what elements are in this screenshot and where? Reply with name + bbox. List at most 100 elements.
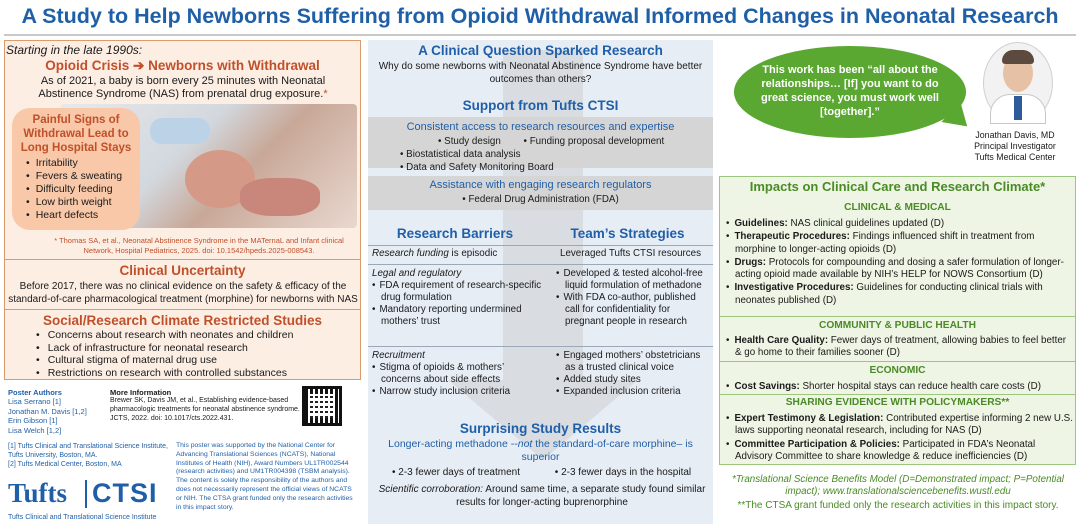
list-item: Health Care Quality: Fewer days of treat… xyxy=(723,335,1073,360)
impact-label: Expert Testimony & Legislation: xyxy=(734,413,884,424)
impact-text: Findings influenced shift in treatment f… xyxy=(735,231,1035,255)
tsbm-footnote: *Translational Science Benefits Model (D… xyxy=(732,474,1064,497)
list-item: Mandatory reporting undermined mothers’ … xyxy=(372,304,542,328)
list-item: Expanded inclusion criteria xyxy=(556,386,711,398)
list-item: Fevers & sweating xyxy=(26,170,122,183)
legal-strategies: Developed & tested alcohol-free liquid f… xyxy=(556,268,711,328)
list-item: Cultural stigma of maternal drug use xyxy=(36,354,293,367)
research-barriers-heading: Research Barriers xyxy=(396,226,514,241)
speech-bubble xyxy=(734,46,966,138)
community-impacts-list: Health Care Quality: Fewer days of treat… xyxy=(723,335,1073,361)
recruitment-label: Recruitment xyxy=(372,350,425,361)
logo-subtitle: Tufts Clinical and Translational Science… xyxy=(8,514,157,521)
social-climate-heading: Social/Research Climate Restricted Studi… xyxy=(42,313,323,328)
more-information-citation: Brewer SK, Davis JM, et al., Establishin… xyxy=(110,397,300,422)
legal-label: Legal and regulatory xyxy=(372,268,462,279)
regulators-box xyxy=(368,176,713,210)
social-climate-list: Concerns about research with neonates an… xyxy=(36,329,294,379)
list-item: Investigative Procedures: Guidelines for… xyxy=(723,282,1073,307)
impact-text: Shorter hospital stays can reduce health… xyxy=(799,381,1041,392)
list-item-text: Study design xyxy=(444,136,501,147)
finding-emphasis: not xyxy=(517,438,533,450)
corroboration-label: Scientific corroboration: xyxy=(378,484,484,495)
table-divider xyxy=(368,264,713,265)
study-results-heading: Surprising Study Results xyxy=(459,421,622,436)
clinical-medical-heading: CLINICAL & MEDICAL xyxy=(844,202,951,213)
author-name: Erin Gibson [1] xyxy=(8,416,58,425)
impact-label: Guidelines: xyxy=(734,218,788,229)
impact-text: NAS clinical guidelines updated (D) xyxy=(787,218,945,229)
resources-list: • Study design • Funding proposal develo… xyxy=(400,135,700,174)
section-divider xyxy=(4,259,361,260)
list-item: Lack of infrastructure for neonatal rese… xyxy=(36,342,293,355)
gloved-hand-shape xyxy=(150,118,210,144)
list-item: Difficulty feeding xyxy=(26,183,122,196)
impact-text: Participated in FDA’s Neonatal Advisory … xyxy=(735,438,1036,462)
nas-statistic-text: As of 2021, a baby is born every 25 minu… xyxy=(38,75,326,100)
table-divider xyxy=(368,346,713,347)
list-item: Irritability xyxy=(26,157,122,170)
resources-box xyxy=(368,117,713,168)
list-item-text: Data and Safety Monitoring Board xyxy=(406,162,554,173)
impact-label: Committee Participation & Policies: xyxy=(734,438,900,450)
impact-label: Drugs: xyxy=(734,256,767,268)
clinical-impacts-list: Guidelines: NAS clinical guidelines upda… xyxy=(723,218,1073,308)
impact-text: Fewer days of treatment, allowing babies… xyxy=(735,335,1067,359)
policy-impacts-list: Expert Testimony & Legislation: Contribu… xyxy=(723,413,1073,464)
recruitment-strategies: Engaged mothers’ obstetricians as a trus… xyxy=(556,350,711,398)
impact-label: Cost Savings: xyxy=(734,381,800,392)
impacts-heading: Impacts on Clinical Care and Research Cl… xyxy=(749,179,1046,194)
list-item: Developed & tested alcohol-free liquid f… xyxy=(556,268,711,292)
funding-barrier: Research funding is episodic xyxy=(372,248,497,260)
list-item: Engaged mothers’ obstetricians as a trus… xyxy=(556,350,711,374)
impact-text: Contributed expertise informing 2 new U.… xyxy=(735,413,1073,437)
ctsa-footnote: **The CTSA grant funded only the researc… xyxy=(737,500,1059,511)
table-divider xyxy=(368,245,713,246)
list-item: FDA requirement of research-specific dru… xyxy=(372,280,542,304)
funding-label: Research funding xyxy=(372,248,449,259)
portrait-tie-shape xyxy=(1014,96,1022,120)
impact-label: Investigative Procedures: xyxy=(734,282,854,294)
author-name: Lisa Serrano [1] xyxy=(8,397,61,406)
list-item: Stigma of opioids & mothers’ concerns ab… xyxy=(372,362,542,386)
section-divider xyxy=(4,309,361,310)
community-health-heading: COMMUNITY & PUBLIC HEALTH xyxy=(819,320,976,331)
investigator-role: Principal Investigator xyxy=(974,141,1056,151)
scientific-corroboration: Scientific corroboration: Around same ti… xyxy=(378,484,706,509)
affiliation-line: [1] Tufts Clinical and Translational Sci… xyxy=(8,443,168,459)
list-item-text: Biostatistical data analysis xyxy=(406,149,521,160)
clinical-question-text: Why do some newborns with Neonatal Absti… xyxy=(378,61,703,85)
list-item-text: 2-3 fewer days of treatment xyxy=(398,467,521,478)
clinical-uncertainty-heading: Clinical Uncertainty xyxy=(119,263,246,278)
portrait-hair-shape xyxy=(1002,50,1034,64)
list-item: • 2-3 fewer days of treatment xyxy=(392,467,521,478)
regulator-name: Federal Drug Administration (FDA) xyxy=(468,194,619,205)
list-item: • Biostatistical data analysis xyxy=(400,149,521,160)
logo-divider xyxy=(85,480,87,508)
poster-title: A Study to Help Newborns Suffering from … xyxy=(21,4,1059,28)
baby-body-shape xyxy=(240,178,320,216)
finding-part: the standard-of-care morphine– is superi… xyxy=(521,438,693,463)
opioid-crisis-heading: Opioid Crisis ➔ Newborns with Withdrawal xyxy=(6,58,359,74)
opioid-heading-a: Opioid Crisis xyxy=(45,58,130,73)
study-results-bullets: • 2-3 fewer days of treatment • 2-3 fewe… xyxy=(392,467,723,478)
poster-authors-heading: Poster Authors xyxy=(8,388,62,397)
list-item-text: Funding proposal development xyxy=(529,136,665,147)
recruitment-barriers: Recruitment Stigma of opioids & mothers’… xyxy=(372,350,542,398)
corroboration-text: Around same time, a separate study found… xyxy=(456,484,706,508)
ctsi-logo-text: CTSI xyxy=(92,478,158,508)
list-item: Heart defects xyxy=(26,209,122,222)
author-name: Jonathan M. Davis [1,2] xyxy=(8,406,87,416)
more-information-heading: More Information xyxy=(110,388,172,397)
list-item: Narrow study inclusion criteria xyxy=(372,386,542,398)
list-item: Added study sites xyxy=(556,374,711,386)
down-arrow-icon xyxy=(448,50,638,460)
nas-statistic: As of 2021, a baby is born every 25 minu… xyxy=(18,75,348,101)
impact-text: Guidelines for conducting clinical trial… xyxy=(735,282,1043,306)
list-item-text: 2-3 fewer days in the hospital xyxy=(561,467,692,478)
affiliation-line: [2] Tufts Medical Center, Boston, MA xyxy=(8,461,122,468)
economic-impacts-list: Cost Savings: Shorter hospital stays can… xyxy=(723,381,1073,394)
legal-barriers: Legal and regulatory FDA requirement of … xyxy=(372,268,542,328)
reference-citation: * Thomas SA, et al., Neonatal Abstinence… xyxy=(54,236,344,255)
clinical-uncertainty-text: Before 2017, there was no clinical evide… xyxy=(8,281,358,305)
